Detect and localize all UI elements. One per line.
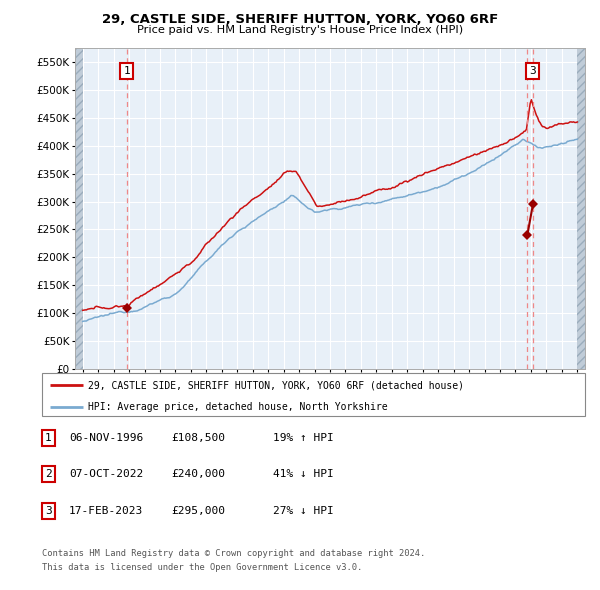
Text: 1: 1 <box>45 433 52 442</box>
Text: £108,500: £108,500 <box>171 433 225 442</box>
Text: 29, CASTLE SIDE, SHERIFF HUTTON, YORK, YO60 6RF: 29, CASTLE SIDE, SHERIFF HUTTON, YORK, Y… <box>102 13 498 26</box>
Text: 41% ↓ HPI: 41% ↓ HPI <box>273 470 334 479</box>
Text: 27% ↓ HPI: 27% ↓ HPI <box>273 506 334 516</box>
Bar <box>577 48 585 369</box>
Text: 3: 3 <box>530 65 536 76</box>
Text: £240,000: £240,000 <box>171 470 225 479</box>
Text: HPI: Average price, detached house, North Yorkshire: HPI: Average price, detached house, Nort… <box>88 402 388 412</box>
Text: 1: 1 <box>124 65 130 76</box>
Bar <box>75 48 83 369</box>
Text: 17-FEB-2023: 17-FEB-2023 <box>69 506 143 516</box>
Text: 19% ↑ HPI: 19% ↑ HPI <box>273 433 334 442</box>
Text: Price paid vs. HM Land Registry's House Price Index (HPI): Price paid vs. HM Land Registry's House … <box>137 25 463 35</box>
Text: 3: 3 <box>45 506 52 516</box>
Text: 07-OCT-2022: 07-OCT-2022 <box>69 470 143 479</box>
Text: This data is licensed under the Open Government Licence v3.0.: This data is licensed under the Open Gov… <box>42 563 362 572</box>
Text: Contains HM Land Registry data © Crown copyright and database right 2024.: Contains HM Land Registry data © Crown c… <box>42 549 425 558</box>
FancyBboxPatch shape <box>42 373 585 416</box>
Text: 06-NOV-1996: 06-NOV-1996 <box>69 433 143 442</box>
Text: 29, CASTLE SIDE, SHERIFF HUTTON, YORK, YO60 6RF (detached house): 29, CASTLE SIDE, SHERIFF HUTTON, YORK, Y… <box>88 381 464 391</box>
Text: 2: 2 <box>45 470 52 479</box>
Text: £295,000: £295,000 <box>171 506 225 516</box>
